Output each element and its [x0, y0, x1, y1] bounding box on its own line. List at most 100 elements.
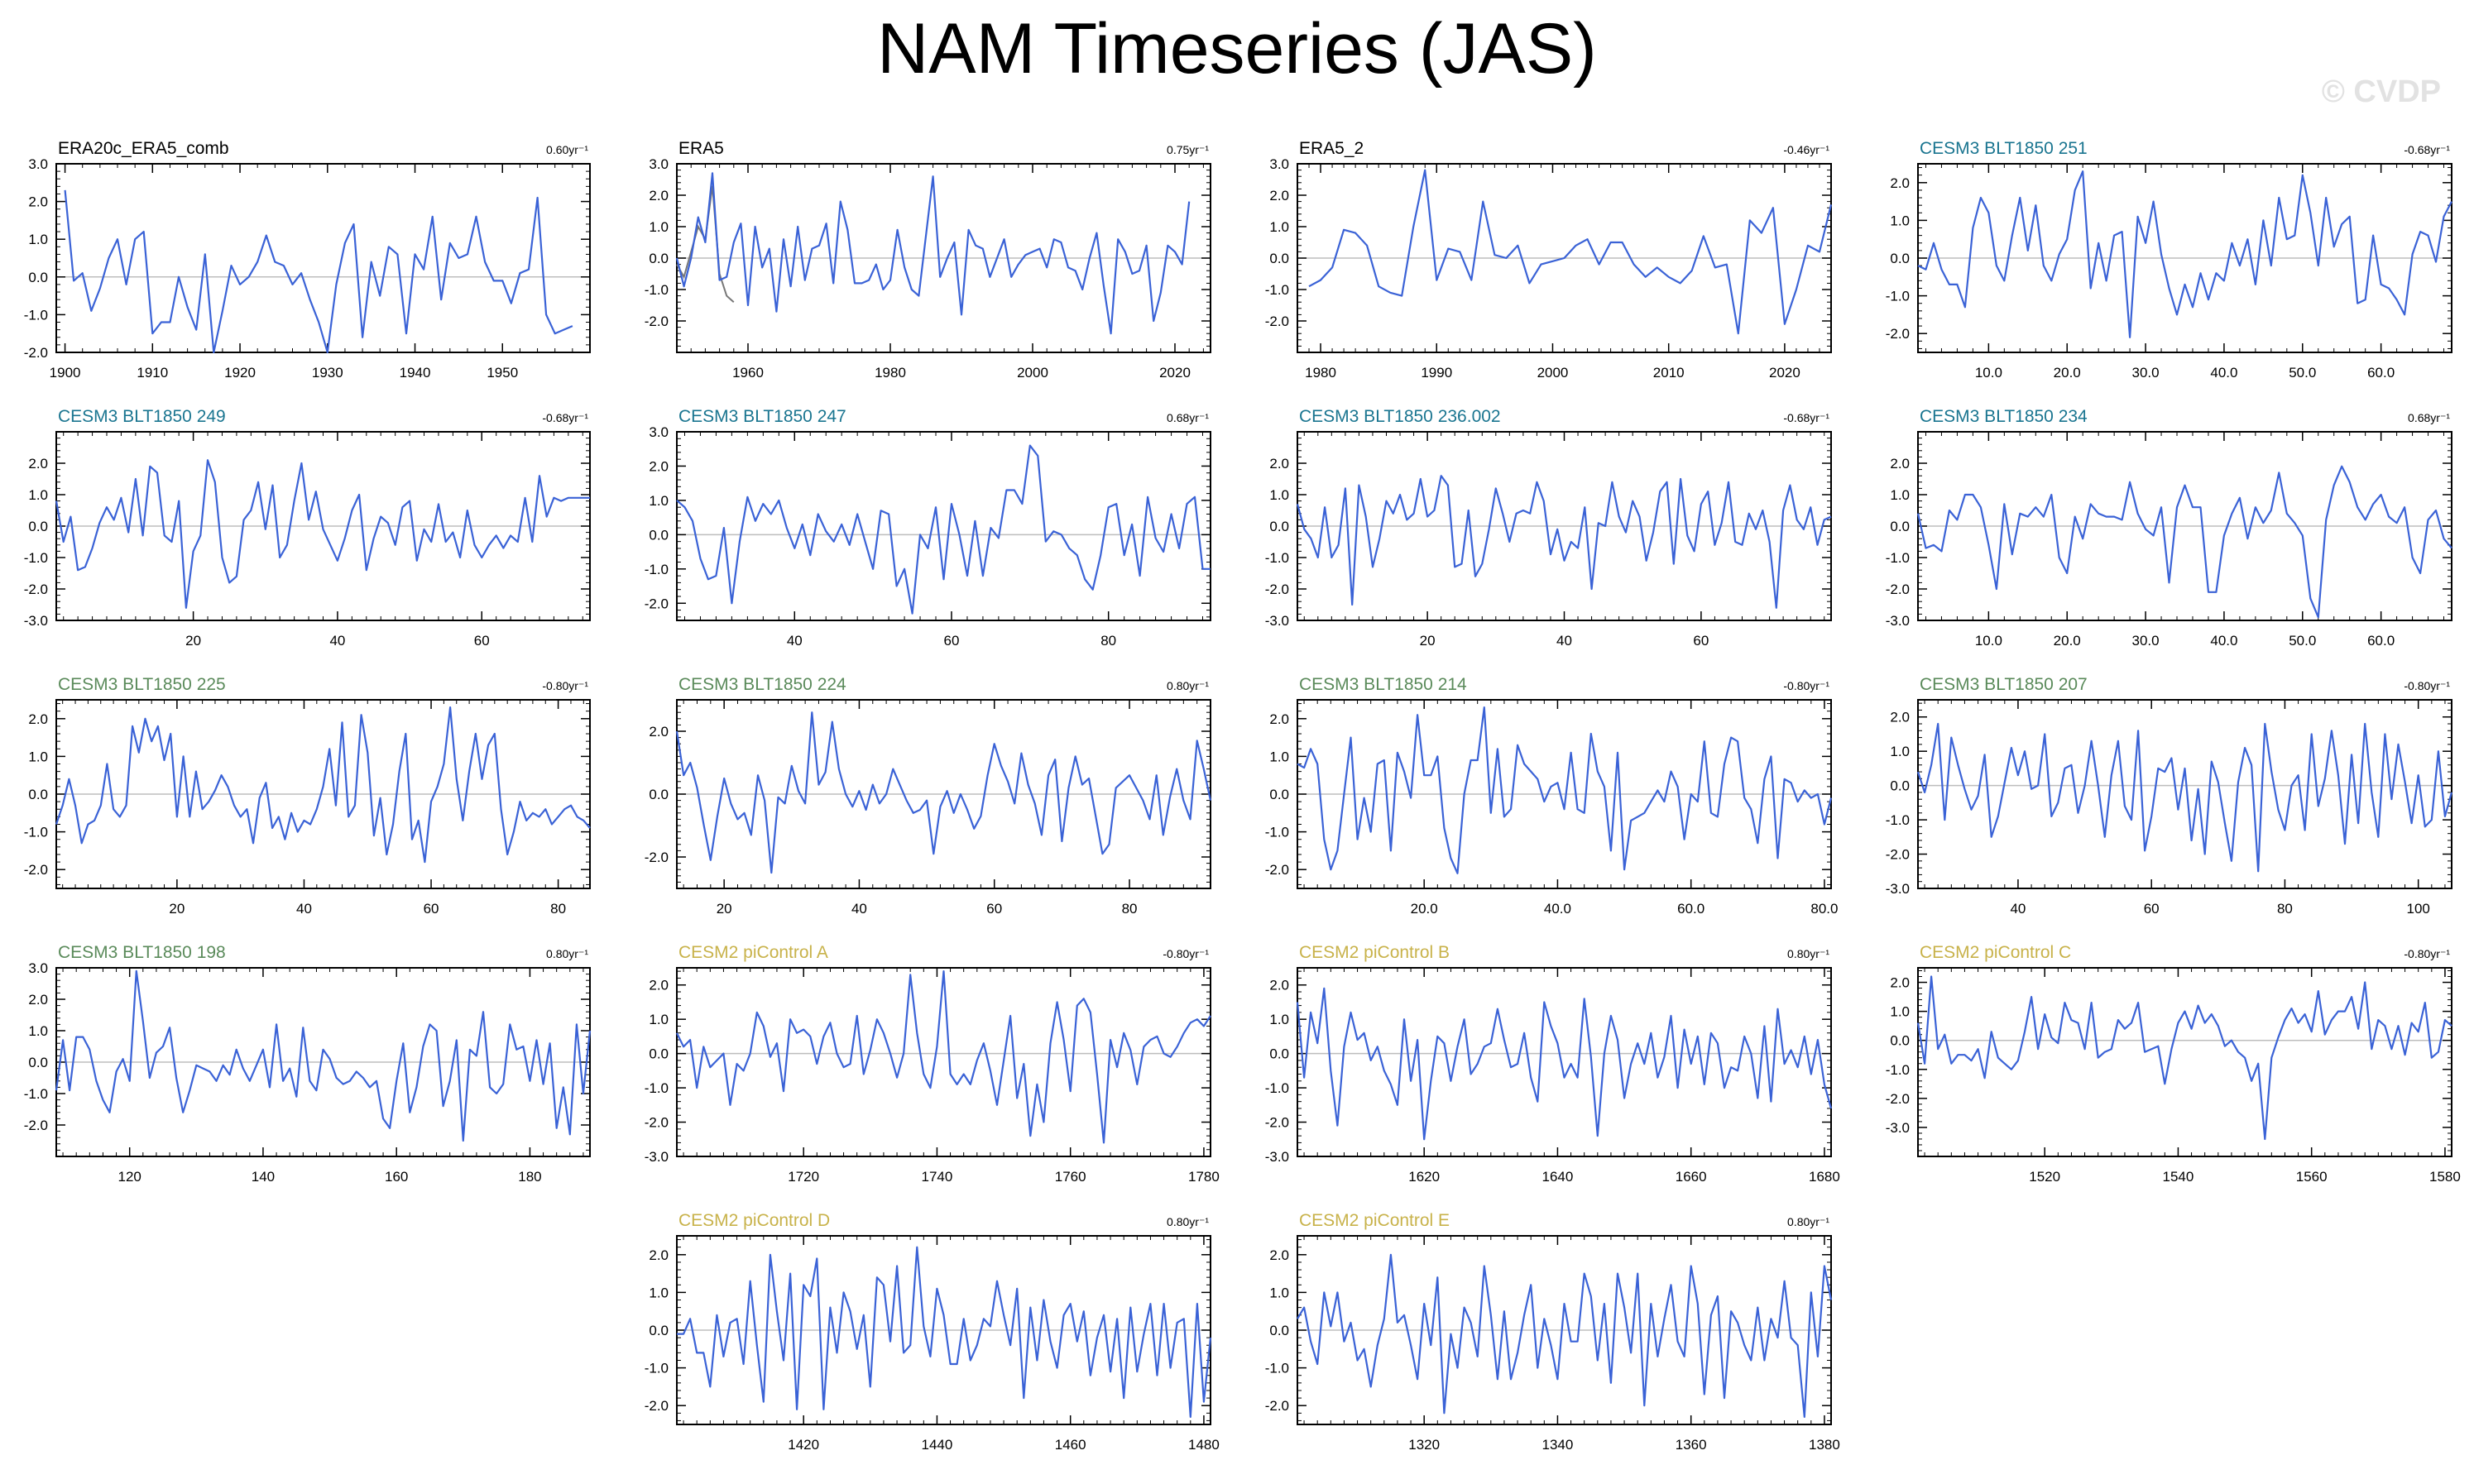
y-tick-label: -1.0 [1886, 289, 1910, 304]
trend-label: -0.80yr⁻¹ [1163, 947, 1209, 960]
y-tick-label: 1.0 [28, 749, 48, 764]
panel-title: CESM3 BLT1850 214 [1299, 675, 1467, 694]
y-tick-label: 2.0 [1890, 710, 1910, 725]
y-tick-label: 1.0 [1269, 219, 1289, 235]
x-tick-label: 1760 [1055, 1169, 1086, 1185]
y-tick-label: -2.0 [1265, 1398, 1289, 1414]
y-tick-label: 0.0 [1269, 787, 1289, 802]
trend-label: 0.80yr⁻¹ [1787, 947, 1829, 960]
panel-title: ERA5 [678, 139, 724, 158]
chart-panel: CESM2 piControl C -0.80yr⁻¹ -3.0 -2.0 -1.0 0.… [1886, 943, 2461, 1185]
trend-label: -0.80yr⁻¹ [542, 679, 588, 692]
y-tick-label: 1.0 [649, 219, 669, 235]
cvdp-watermark: © CVDP [2321, 74, 2441, 109]
y-tick-label: -3.0 [1265, 613, 1289, 629]
x-tick-label: 1360 [1676, 1437, 1707, 1453]
x-tick-label: 180 [518, 1169, 541, 1185]
x-tick-label: 1340 [1542, 1437, 1574, 1453]
x-tick-label: 1680 [1809, 1169, 1840, 1185]
y-tick-label: 1.0 [1890, 487, 1910, 503]
x-tick-label: 1950 [487, 365, 518, 381]
y-tick-label: 2.0 [649, 458, 669, 474]
y-tick-label: -2.0 [645, 1115, 669, 1131]
y-tick-label: -1.0 [1265, 825, 1289, 840]
y-tick-label: -2.0 [645, 1398, 669, 1414]
y-tick-label: -2.0 [645, 850, 669, 865]
nam-series-line [1917, 170, 2452, 338]
x-tick-label: 100 [2407, 901, 2430, 917]
y-tick-label: 1.0 [1890, 744, 1910, 759]
x-tick-label: 40 [851, 901, 867, 917]
nam-series-line [1916, 465, 2452, 619]
panel-title: CESM3 BLT1850 247 [678, 407, 846, 426]
x-tick-label: 1740 [922, 1169, 953, 1185]
y-tick-label: 0.0 [1269, 251, 1289, 266]
y-tick-label: 1.0 [1269, 1285, 1289, 1300]
x-tick-label: 20 [169, 901, 185, 917]
x-tick-label: 40 [296, 901, 312, 917]
x-tick-label: 1460 [1055, 1437, 1086, 1453]
y-tick-label: 1.0 [28, 1023, 48, 1039]
chart-panel: ERA5 0.75yr⁻¹ -2.0 -1.0 0.0 1.0 2.0 3.0 1960 1980… [645, 139, 1211, 381]
y-tick-label: -1.0 [24, 1086, 48, 1102]
y-tick-label: 1.0 [649, 1012, 669, 1027]
panel-title: CESM2 piControl E [1299, 1211, 1450, 1230]
x-tick-label: 20 [1420, 633, 1436, 649]
x-tick-label: 40 [1556, 633, 1572, 649]
nam-series-line [675, 172, 1191, 335]
nam-series-line [55, 459, 590, 609]
x-tick-label: 80 [550, 901, 566, 917]
x-tick-label: 60 [944, 633, 960, 649]
x-tick-label: 40 [787, 633, 803, 649]
panel-title: CESM3 BLT1850 225 [58, 675, 226, 694]
x-tick-label: 2000 [1017, 365, 1048, 381]
trend-label: 0.80yr⁻¹ [1167, 1215, 1209, 1228]
y-tick-label: 1.0 [649, 493, 669, 509]
y-tick-label: 2.0 [1269, 711, 1289, 727]
x-tick-label: 50.0 [2289, 365, 2316, 381]
x-tick-label: 1580 [2429, 1169, 2461, 1185]
x-tick-label: 80.0 [1810, 901, 1838, 917]
y-tick-label: 2.0 [1269, 456, 1289, 472]
x-tick-label: 10.0 [1975, 365, 2002, 381]
x-tick-label: 20 [185, 633, 201, 649]
trend-label: -0.46yr⁻¹ [1783, 143, 1829, 156]
y-tick-label: -3.0 [24, 613, 48, 629]
trend-label: 0.80yr⁻¹ [1787, 1215, 1829, 1228]
y-tick-label: 2.0 [649, 724, 669, 740]
nam-series-line [1916, 975, 2452, 1141]
x-tick-label: 1910 [137, 365, 168, 381]
y-tick-label: -1.0 [1886, 550, 1910, 566]
nam-series-line [64, 189, 573, 354]
trend-label: 0.80yr⁻¹ [1167, 679, 1209, 692]
y-tick-label: -1.0 [24, 550, 48, 566]
trend-label: -0.68yr⁻¹ [2404, 143, 2450, 156]
y-tick-label: 2.0 [1890, 456, 1910, 472]
y-tick-label: 2.0 [1269, 1247, 1289, 1263]
y-tick-label: 2.0 [649, 188, 669, 203]
y-tick-label: -2.0 [1886, 326, 1910, 342]
x-tick-label: 20 [717, 901, 732, 917]
x-tick-label: 1660 [1676, 1169, 1707, 1185]
y-tick-label: -3.0 [1265, 1149, 1289, 1165]
x-tick-label: 1940 [400, 365, 431, 381]
chart-panel: CESM2 piControl A -0.80yr⁻¹ -3.0 -2.0 -1.0 0.… [645, 943, 1220, 1185]
y-tick-label: 0.0 [1890, 1033, 1910, 1049]
x-tick-label: 120 [118, 1169, 141, 1185]
trend-label: -0.80yr⁻¹ [2404, 679, 2450, 692]
y-tick-label: 2.0 [28, 194, 48, 210]
y-tick-label: -1.0 [645, 1080, 669, 1096]
y-tick-label: -2.0 [1265, 582, 1289, 597]
y-tick-label: 2.0 [649, 1247, 669, 1263]
chart-panel: CESM3 BLT1850 198 0.80yr⁻¹ -2.0 -1.0 0.0 1.0 2… [24, 943, 592, 1185]
y-tick-label: 2.0 [649, 978, 669, 993]
nam-series-line [55, 969, 592, 1142]
panel-title: CESM3 BLT1850 236.002 [1299, 407, 1501, 426]
y-tick-label: -3.0 [1886, 1120, 1910, 1136]
y-tick-label: 1.0 [28, 487, 48, 503]
y-tick-label: -3.0 [1886, 613, 1910, 629]
y-tick-label: 0.0 [649, 1046, 669, 1062]
y-tick-label: -1.0 [645, 282, 669, 298]
